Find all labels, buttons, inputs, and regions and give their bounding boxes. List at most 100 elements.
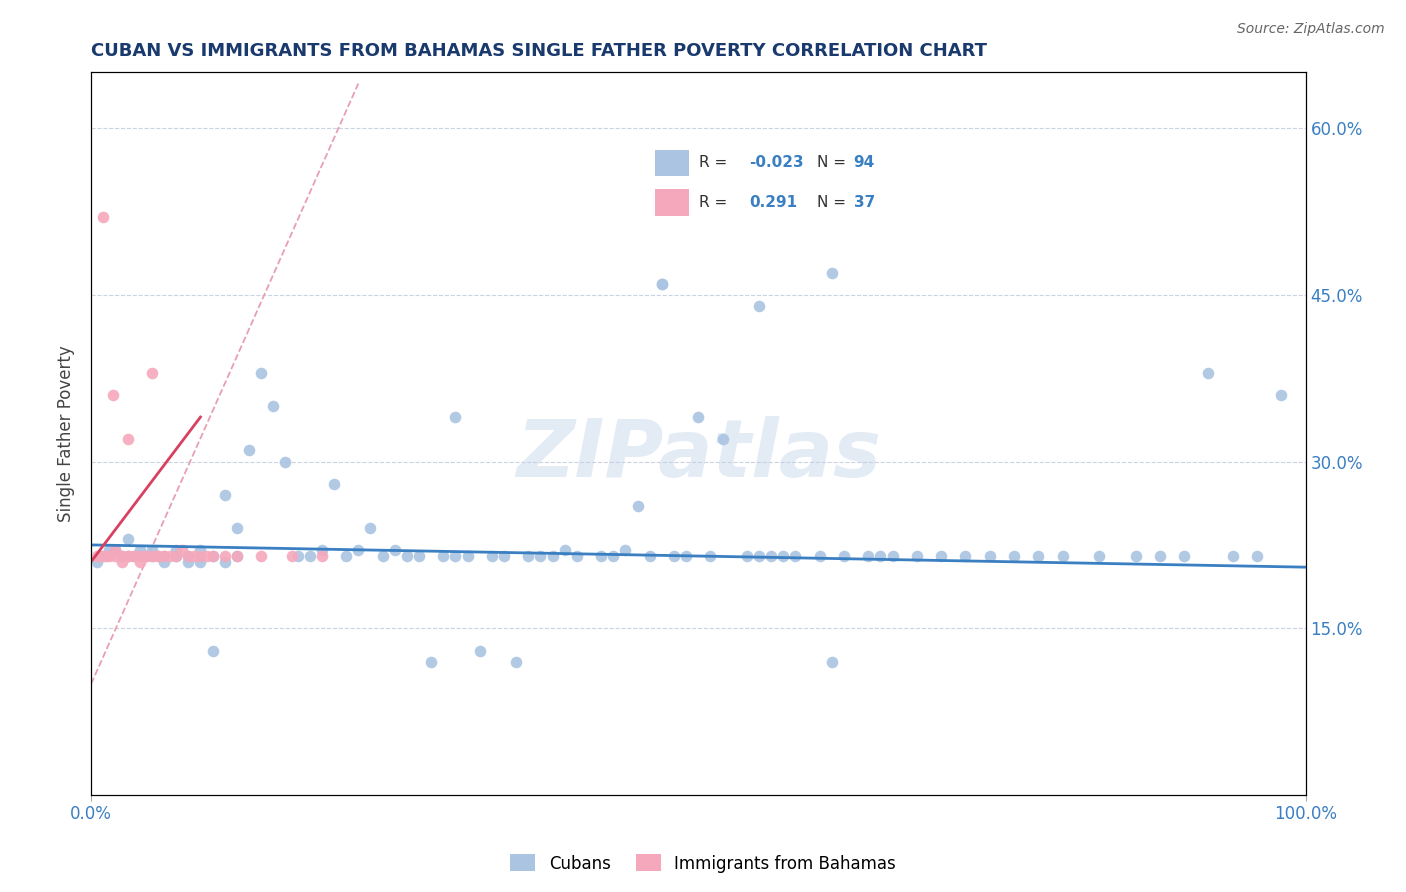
Point [832,549,855,563]
Point [225,521,247,535]
Point [772,549,794,563]
Point [626,499,648,513]
Point [347,543,370,558]
Text: 37: 37 [853,194,875,210]
Point [748,549,770,563]
Point [420,655,443,669]
Point [1125,549,1147,563]
Point [110,549,132,563]
Point [128,555,150,569]
FancyBboxPatch shape [655,150,689,176]
Point [201,549,224,563]
Point [395,549,418,563]
Point [517,549,540,563]
Point [858,549,880,563]
Point [1173,549,1195,563]
Point [165,549,187,563]
Point [335,549,357,563]
Point [821,655,844,669]
Point [250,549,273,563]
Point [165,543,187,558]
Point [153,549,176,563]
Point [135,549,157,563]
Point [98,543,121,558]
Point [122,549,145,563]
Point [128,543,150,558]
Point [311,543,333,558]
Point [190,543,212,558]
Point [457,549,479,563]
Point [371,549,394,563]
Point [177,555,200,569]
Point [117,533,139,547]
Point [323,476,346,491]
Point [1028,549,1050,563]
Point [1088,549,1111,563]
Point [101,388,124,402]
Point [98,549,121,563]
Text: N =: N = [817,194,846,210]
Point [869,549,891,563]
Point [91,549,114,563]
Point [1222,549,1244,563]
Legend: Cubans, Immigrants from Bahamas: Cubans, Immigrants from Bahamas [503,847,903,880]
Point [225,549,247,563]
Point [153,555,176,569]
Point [146,549,169,563]
Point [492,549,515,563]
Point [238,443,260,458]
Text: Source: ZipAtlas.com: Source: ZipAtlas.com [1237,22,1385,37]
Point [298,549,321,563]
Point [141,366,163,380]
Point [785,549,807,563]
Point [104,549,127,563]
Point [135,549,157,563]
Text: 0.291: 0.291 [749,194,797,210]
Point [90,549,112,563]
Point [94,549,117,563]
Point [1270,388,1292,402]
Point [122,549,145,563]
Point [1002,549,1025,563]
Point [735,549,758,563]
Point [190,549,212,563]
Point [86,555,108,569]
Point [141,549,163,563]
Point [190,555,212,569]
Point [177,549,200,563]
Point [675,549,697,563]
Point [280,549,302,563]
Point [159,549,181,563]
Point [384,543,406,558]
Point [711,432,734,446]
Point [104,543,127,558]
Point [201,549,224,563]
Point [110,555,132,569]
Y-axis label: Single Father Poverty: Single Father Poverty [58,345,75,522]
Point [929,549,952,563]
Point [128,549,150,563]
Point [117,549,139,563]
Point [311,549,333,563]
Text: N =: N = [817,155,846,170]
Point [651,277,673,291]
Point [86,549,108,563]
Text: -0.023: -0.023 [749,155,804,170]
Point [165,549,187,563]
Point [955,549,977,563]
Point [91,210,114,224]
Point [688,410,710,425]
Point [761,549,783,563]
Point [153,549,176,563]
Point [468,643,491,657]
Text: CUBAN VS IMMIGRANTS FROM BAHAMAS SINGLE FATHER POVERTY CORRELATION CHART: CUBAN VS IMMIGRANTS FROM BAHAMAS SINGLE … [91,42,987,60]
Point [541,549,564,563]
Point [177,549,200,563]
Text: R =: R = [699,155,727,170]
Point [250,366,273,380]
Point [1149,549,1171,563]
Point [128,549,150,563]
Point [882,549,904,563]
Point [117,432,139,446]
Point [662,549,685,563]
